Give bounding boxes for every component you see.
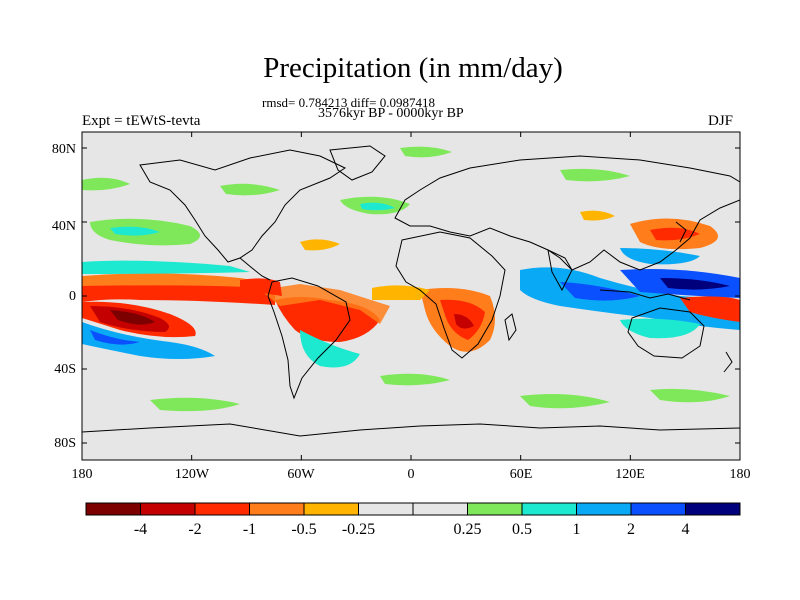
colorbar-label: -0.5 — [291, 521, 316, 538]
precip-anomaly-field — [82, 146, 740, 412]
southern-ocean-green-2 — [520, 394, 610, 409]
coast-south-america — [267, 277, 351, 400]
experiment-label: Expt = tEWtS-tevta — [82, 113, 201, 129]
pacific-dry-band-orange — [82, 273, 270, 288]
australia-wet — [620, 318, 700, 339]
y-tick-label: 0 — [69, 289, 76, 304]
coast-africa — [395, 231, 506, 359]
africa-dry-core — [454, 314, 474, 329]
y-tick-label: 80S — [54, 436, 76, 451]
south-pacific-west-dry — [680, 296, 740, 322]
axis-ticks — [81, 132, 741, 460]
south-america-wet — [300, 330, 360, 368]
nw-pacific-red — [650, 227, 700, 241]
coast-eurasia — [394, 155, 740, 271]
nw-pacific-wet — [620, 248, 700, 265]
north-atlantic-cyan — [360, 202, 395, 211]
maritime-darkest — [660, 278, 730, 290]
colorbar-swatch — [576, 502, 632, 516]
y-axis-labels: 80N 40N 0 40S 80S — [52, 142, 76, 451]
chart-title: Precipitation (in mm/day) — [263, 52, 563, 84]
coast-north-america — [139, 149, 347, 263]
colorbar-label: 2 — [627, 521, 635, 538]
coast-australia — [627, 307, 705, 359]
colorbar-label: -2 — [188, 521, 201, 538]
colorbar-swatch — [521, 502, 577, 516]
y-tick-label: 40S — [54, 362, 76, 377]
coastlines — [82, 145, 740, 437]
north-pacific-green-2 — [82, 177, 130, 191]
colorbar-label: 4 — [682, 521, 690, 538]
season-label: DJF — [708, 113, 734, 129]
coast-antarctica — [82, 423, 740, 437]
x-axis-labels: 180 120W 60W 0 60E 120E 180 — [72, 467, 751, 482]
time-period-label: 3576kyr BP - 0000kyr BP — [318, 106, 464, 121]
colorbar-labels: -4 -2 -1 -0.5 -0.25 0.25 0.5 1 2 4 — [134, 521, 690, 538]
indian-ocean-wet — [520, 267, 740, 330]
x-tick-label: 120E — [615, 467, 645, 482]
south-pacific-darkest — [110, 310, 155, 325]
colorbar — [85, 502, 741, 516]
colorbar-swatch — [303, 502, 359, 516]
asia-orange — [580, 210, 615, 221]
x-tick-label: 0 — [408, 467, 415, 482]
south-pacific-wet-dark — [90, 330, 140, 345]
coast-central-america — [239, 257, 271, 281]
x-tick-label: 60E — [510, 467, 533, 482]
colorbar-swatch — [140, 502, 196, 516]
coast-madagascar — [504, 313, 517, 342]
coast-india — [547, 249, 573, 292]
colorbar-swatch — [194, 502, 250, 516]
colorbar-label: 0.5 — [512, 521, 532, 538]
arctic-green — [400, 146, 452, 158]
colorbar-swatch — [467, 502, 523, 516]
north-pacific-cyan — [110, 226, 160, 236]
siberia-green — [560, 168, 630, 182]
west-africa-orange — [372, 285, 430, 300]
rmsd-diff-stats: rmsd= 0.784213 diff= 0.0987418 — [262, 95, 435, 110]
colorbar-swatch — [85, 502, 141, 516]
coast-japan — [675, 221, 687, 243]
south-america-orange — [260, 284, 390, 324]
trade-wind-cyan — [82, 260, 250, 274]
y-tick-label: 40N — [52, 219, 76, 234]
coast-new-zealand — [723, 351, 733, 373]
colorbar-label: -4 — [134, 521, 147, 538]
colorbar-swatch — [358, 502, 414, 516]
southern-ocean-green-1 — [150, 397, 240, 412]
coast-greenland — [329, 145, 386, 181]
x-tick-label: 60W — [287, 467, 315, 482]
colorbar-label: -0.25 — [342, 521, 375, 538]
x-tick-label: 120W — [175, 467, 210, 482]
colorbar-label: 1 — [573, 521, 581, 538]
colorbar-label: 0.25 — [454, 521, 482, 538]
mid-atlantic-orange — [300, 239, 340, 251]
colorbar-swatch — [412, 502, 468, 516]
colorbar-swatch — [685, 502, 741, 516]
colorbar-label: -1 — [243, 521, 256, 538]
southern-ocean-green-3 — [650, 388, 730, 403]
x-tick-label: 180 — [72, 467, 93, 482]
x-tick-label: 180 — [730, 467, 751, 482]
y-tick-label: 80N — [52, 142, 76, 157]
south-pacific-wet — [82, 322, 215, 359]
indian-ocean-dark — [560, 282, 640, 301]
colorbar-swatch — [630, 502, 686, 516]
coast-indonesia — [599, 289, 691, 301]
southern-ocean-green-4 — [380, 373, 450, 386]
north-america-green — [220, 183, 280, 196]
colorbar-swatch — [249, 502, 305, 516]
